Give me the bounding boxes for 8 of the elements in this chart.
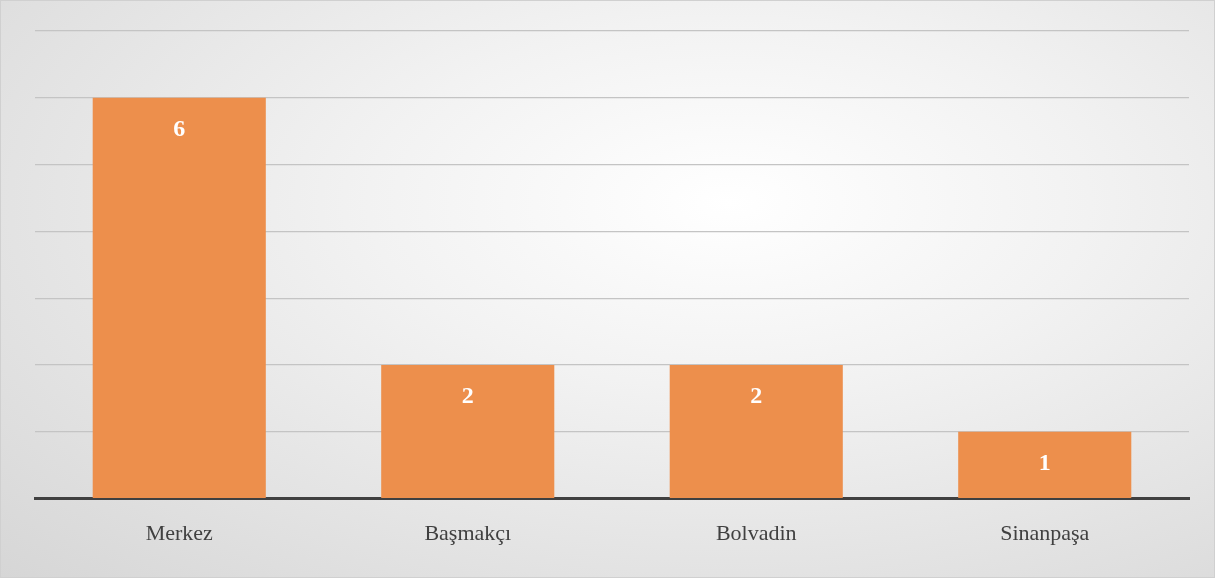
x-tick-label: Başmakçı — [424, 519, 512, 545]
x-tick-label: Bolvadin — [715, 519, 797, 545]
x-tick-label: Merkez — [145, 519, 214, 545]
data-label: 6 — [173, 115, 186, 141]
data-label: 2 — [750, 382, 763, 409]
data-label: 1 — [1038, 449, 1051, 475]
x-tick-label: Sinanpaşa — [1000, 519, 1090, 545]
data-label: 2 — [461, 382, 474, 409]
